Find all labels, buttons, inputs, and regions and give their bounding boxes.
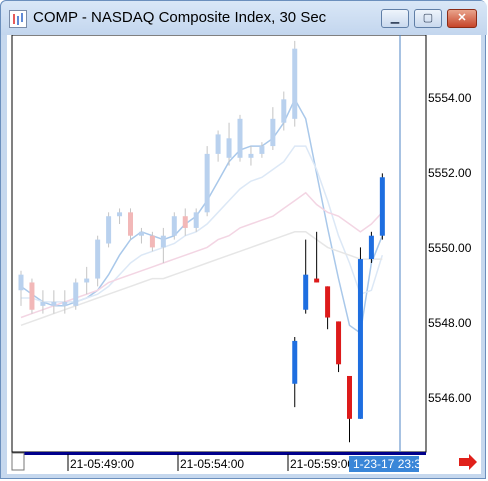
y-tick-label: 5550.00 xyxy=(428,241,472,255)
faded-candle-body xyxy=(248,153,254,158)
candle-body xyxy=(357,259,363,419)
faded-candle-body xyxy=(171,216,177,236)
y-tick-label: 5548.00 xyxy=(428,316,472,330)
x-tick-label: 21-05:49:00 xyxy=(70,457,134,471)
window-title: COMP - NASDAQ Composite Index, 30 Sec xyxy=(33,9,327,26)
faded-candle-body xyxy=(51,301,57,306)
faded-candle-body xyxy=(204,153,210,213)
y-tick-label: 5554.00 xyxy=(428,91,472,105)
candle-body xyxy=(379,177,385,236)
faded-candle-body xyxy=(29,282,35,310)
candle-body xyxy=(325,286,331,318)
candle-body xyxy=(314,278,320,283)
faded-candle-body xyxy=(128,212,133,236)
maximize-button[interactable]: ▢ xyxy=(414,9,442,28)
faded-candle-body xyxy=(106,216,112,244)
minimize-button[interactable]: ▁ xyxy=(381,9,409,28)
candle-body xyxy=(303,274,309,310)
moving-average-line xyxy=(20,191,383,319)
y-tick-label: 5552.00 xyxy=(428,166,472,180)
faded-candle-body xyxy=(215,134,221,154)
time-scroll-track[interactable] xyxy=(24,452,426,455)
minimize-icon: ▁ xyxy=(390,12,400,24)
faded-candle-body xyxy=(84,278,90,283)
faded-candle-body xyxy=(117,212,123,217)
maximize-icon: ▢ xyxy=(422,12,434,24)
faded-candle-body xyxy=(18,274,24,291)
candle-body xyxy=(292,340,298,384)
plot-area[interactable] xyxy=(11,35,427,453)
x-tick-label: 21-05:59:00 xyxy=(290,457,354,471)
faded-candle-body xyxy=(149,235,155,248)
y-tick-label: 5546.00 xyxy=(428,391,472,405)
app-chart-icon xyxy=(9,10,27,28)
faded-candle-body xyxy=(95,239,101,279)
price-chart[interactable]: 5554.00 5552.00 5550.00 5548.00 5546.00 … xyxy=(7,35,481,474)
close-button[interactable]: ✕ xyxy=(447,9,477,28)
faded-candle-body xyxy=(193,212,199,228)
faded-candle-body xyxy=(73,282,79,306)
close-icon: ✕ xyxy=(457,12,467,24)
faded-candle-body xyxy=(281,99,287,123)
chart-client-area[interactable]: 5554.00 5552.00 5550.00 5548.00 5546.00 … xyxy=(7,35,481,474)
faded-candle-body xyxy=(62,301,68,306)
candle-body xyxy=(347,375,352,419)
moving-average-line xyxy=(20,231,383,327)
moving-average-line xyxy=(21,145,384,303)
candle-body xyxy=(336,321,342,365)
faded-candle-body xyxy=(292,48,298,119)
faded-candle-body xyxy=(259,146,265,154)
faded-candle-body xyxy=(160,235,166,248)
time-scroll-thumb[interactable] xyxy=(11,452,25,471)
cursor-time-badge xyxy=(349,456,419,472)
moving-average-lines xyxy=(20,97,384,335)
faded-candle-body xyxy=(237,118,243,158)
candle-body xyxy=(368,235,374,260)
faded-candle-body xyxy=(270,118,276,147)
x-tick-label: 21-05:54:00 xyxy=(180,457,244,471)
cursor-time-label: 1-23-17 23:34:00 xyxy=(353,457,445,471)
scroll-right-arrow-icon[interactable] xyxy=(459,454,477,470)
faded-candle-body xyxy=(40,301,46,306)
title-bar[interactable]: COMP - NASDAQ Composite Index, 30 Sec ▁ … xyxy=(1,1,487,35)
recent-candles xyxy=(292,173,385,443)
time-axis[interactable]: 21-05:49:00 21-05:54:00 21-05:59:00 1-23… xyxy=(11,452,445,472)
price-axis[interactable]: 5554.00 5552.00 5550.00 5548.00 5546.00 xyxy=(428,91,472,405)
faded-candle-body xyxy=(226,138,232,158)
faded-candle-body xyxy=(182,216,188,228)
historical-candles xyxy=(18,40,298,314)
faded-candle-body xyxy=(138,231,144,236)
